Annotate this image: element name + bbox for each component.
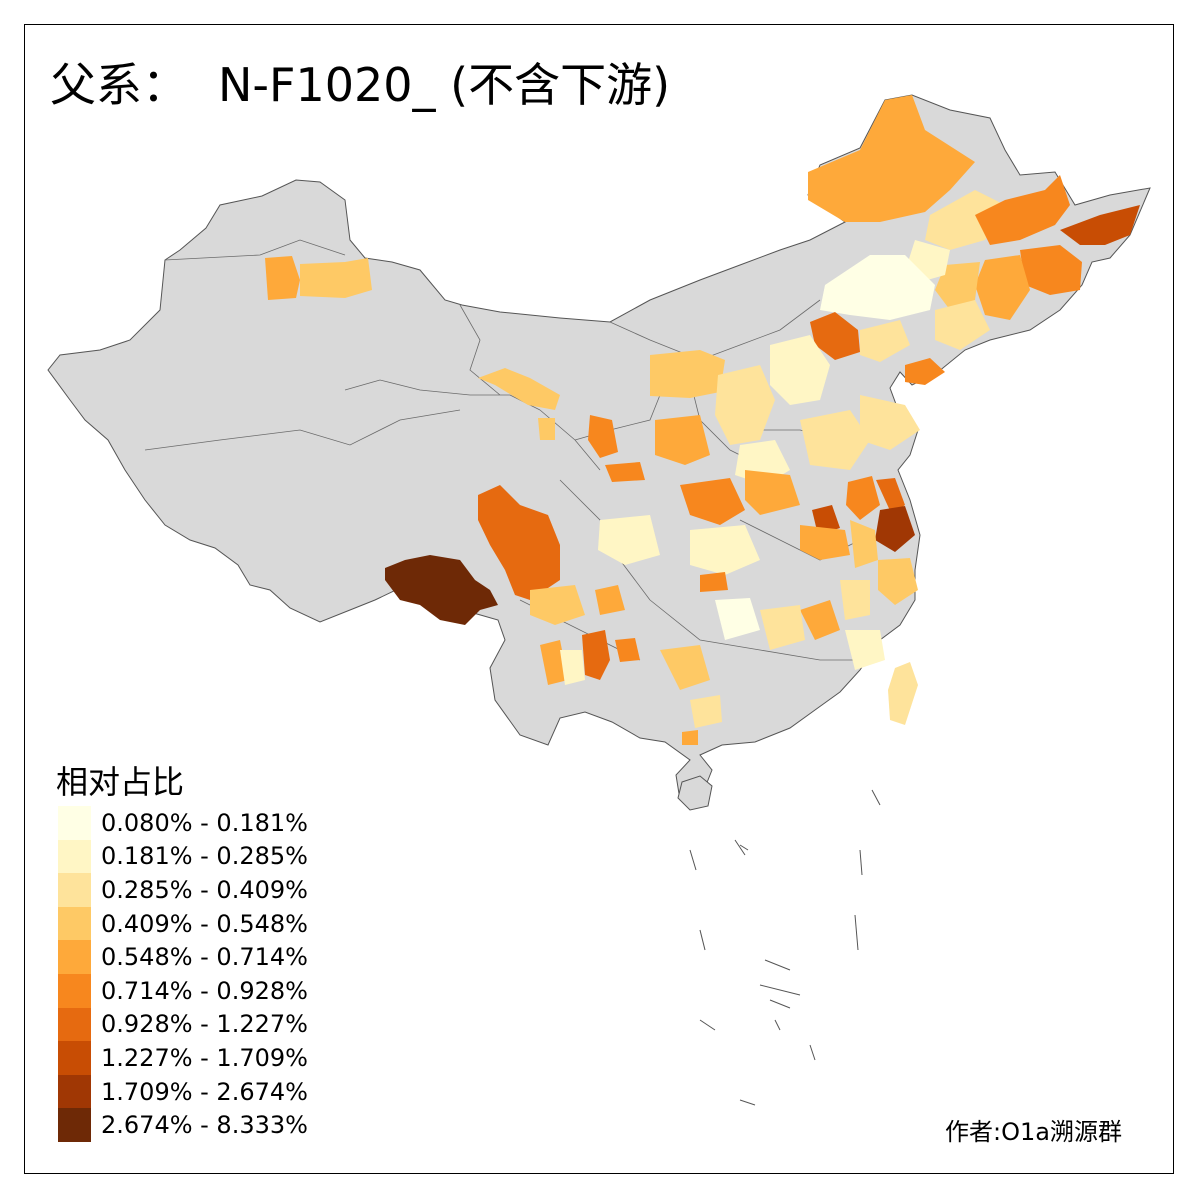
region-shanxi-1[interactable] xyxy=(715,365,775,445)
region-ne-6[interactable] xyxy=(935,262,980,310)
region-hunan-1[interactable] xyxy=(715,598,760,640)
legend-swatch xyxy=(58,839,91,874)
region-ne-2[interactable] xyxy=(975,175,1070,245)
legend-row: 0.928% - 1.227% xyxy=(58,1007,308,1042)
region-beijing-n[interactable] xyxy=(810,312,860,360)
region-hubei-1[interactable] xyxy=(690,525,760,575)
legend-label: 0.285% - 0.409% xyxy=(101,875,308,904)
legend-swatch xyxy=(58,1007,91,1042)
legend-swatch xyxy=(58,1074,91,1109)
region-suzhou[interactable] xyxy=(875,506,915,552)
region-jiangxi-1[interactable] xyxy=(800,600,840,640)
map-title: 父系： N-F1020_ (不含下游) xyxy=(50,62,670,108)
region-henan-2[interactable] xyxy=(745,470,800,515)
legend-title: 相对占比 xyxy=(56,763,185,801)
title-label: 父系： xyxy=(50,58,188,112)
region-guangdong-1[interactable] xyxy=(682,730,698,745)
region-henan-1[interactable] xyxy=(680,478,745,525)
region-guangxi-1[interactable] xyxy=(690,695,722,728)
region-xinjiang-b[interactable] xyxy=(300,258,372,298)
legend-row: 0.548% - 0.714% xyxy=(58,940,308,974)
region-taiwan[interactable] xyxy=(888,662,918,725)
region-jiangxi-2[interactable] xyxy=(840,580,870,620)
region-nyingchi[interactable] xyxy=(385,555,498,625)
legend-label: 1.709% - 2.674% xyxy=(101,1077,308,1106)
legend-row: 1.709% - 2.674% xyxy=(58,1074,308,1109)
region-jiangsu-2[interactable] xyxy=(876,478,905,515)
legend-label: 1.227% - 1.709% xyxy=(101,1043,308,1072)
region-yunnan-4[interactable] xyxy=(560,650,585,685)
region-hebei-1[interactable] xyxy=(770,335,830,405)
region-gansu-1[interactable] xyxy=(478,368,560,410)
region-gansu-4[interactable] xyxy=(605,462,645,482)
legend-label: 0.409% - 0.548% xyxy=(101,909,308,938)
region-hulunbuir[interactable] xyxy=(808,95,975,222)
legend-label: 2.674% - 8.333% xyxy=(101,1111,308,1140)
region-hubei-2[interactable] xyxy=(700,572,728,592)
legend-label: 0.714% - 0.928% xyxy=(101,976,308,1005)
legend-swatch xyxy=(58,806,91,840)
region-jiangsu-1[interactable] xyxy=(846,476,880,520)
legend-row: 2.674% - 8.333% xyxy=(58,1108,308,1142)
legend-row: 0.080% - 0.181% xyxy=(58,806,308,840)
region-fujian-1[interactable] xyxy=(845,630,885,670)
region-xinjiang-a[interactable] xyxy=(265,256,300,300)
legend-label: 0.080% - 0.181% xyxy=(101,808,308,837)
legend-swatch xyxy=(58,1041,91,1075)
legend-swatch xyxy=(58,906,91,941)
region-ne-5[interactable] xyxy=(975,255,1030,320)
region-sichuan-2[interactable] xyxy=(595,585,625,615)
region-yunnan-2[interactable] xyxy=(582,630,610,680)
region-shandong-1[interactable] xyxy=(860,395,920,450)
region-hebei-2[interactable] xyxy=(860,320,910,362)
region-guizhou-1[interactable] xyxy=(660,645,710,690)
region-shaanxi-1[interactable] xyxy=(655,415,710,465)
region-gansu-3[interactable] xyxy=(588,415,618,458)
region-im-east[interactable] xyxy=(820,255,935,320)
legend-label: 0.548% - 0.714% xyxy=(101,943,308,972)
region-hainan xyxy=(677,775,713,811)
region-ne-4[interactable] xyxy=(1020,245,1082,295)
region-chongqing[interactable] xyxy=(598,515,660,565)
region-gansu-2[interactable] xyxy=(538,418,555,440)
legend-row: 0.409% - 0.548% xyxy=(58,906,308,941)
map-frame xyxy=(24,24,1174,1174)
legend-row: 1.227% - 1.709% xyxy=(58,1041,308,1075)
legend: 0.080% - 0.181% 0.181% - 0.285% 0.285% -… xyxy=(58,806,308,1142)
legend-swatch xyxy=(58,1108,91,1142)
title-code: N-F1020_ (不含下游) xyxy=(218,58,671,112)
legend-label: 0.181% - 0.285% xyxy=(101,842,308,871)
region-yunnan-3[interactable] xyxy=(615,638,640,662)
legend-swatch xyxy=(58,873,91,907)
region-ne-3[interactable] xyxy=(1060,205,1140,245)
region-alxa[interactable] xyxy=(650,350,725,398)
region-anhui-3[interactable] xyxy=(850,520,878,568)
south-china-sea-islands xyxy=(689,789,881,1106)
legend-row: 0.714% - 0.928% xyxy=(58,973,308,1008)
legend-row: 0.285% - 0.409% xyxy=(58,873,308,907)
region-sichuan-1[interactable] xyxy=(530,585,585,625)
region-anhui-2[interactable] xyxy=(800,525,850,560)
legend-row: 0.181% - 0.285% xyxy=(58,839,308,874)
region-henan-3[interactable] xyxy=(800,410,870,470)
legend-swatch xyxy=(58,973,91,1008)
region-hunan-2[interactable] xyxy=(760,605,805,650)
legend-label: 0.928% - 1.227% xyxy=(101,1010,308,1039)
region-liaoning-2[interactable] xyxy=(905,358,945,385)
region-liaoning-1[interactable] xyxy=(935,300,990,350)
region-ganzi[interactable] xyxy=(478,485,560,600)
region-zhejiang-1[interactable] xyxy=(878,558,918,605)
author-credit: 作者:O1a溯源群 xyxy=(945,1118,1122,1146)
legend-swatch xyxy=(58,940,91,974)
